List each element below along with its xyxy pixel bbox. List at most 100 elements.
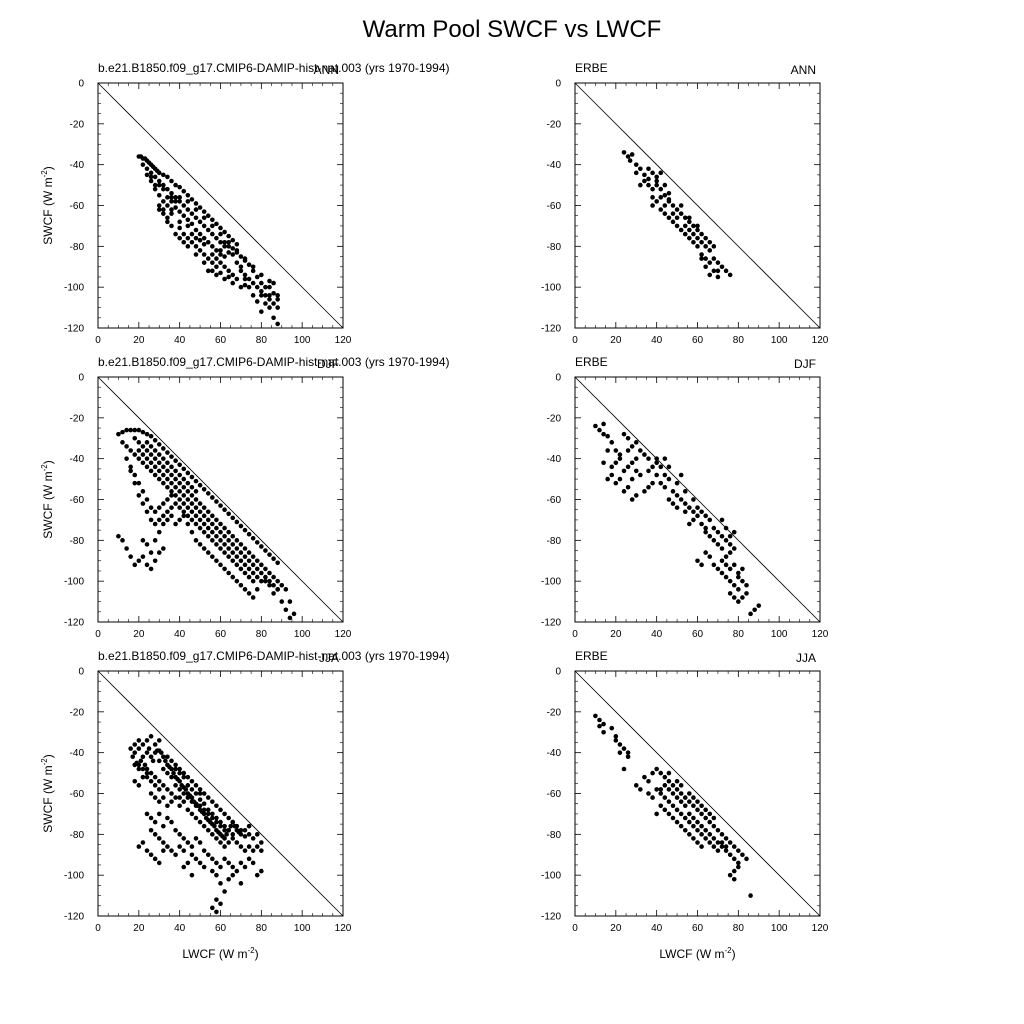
- data-point: [161, 795, 166, 800]
- data-point: [185, 807, 191, 813]
- data-point: [691, 231, 696, 237]
- data-point: [625, 435, 631, 441]
- data-point: [144, 738, 150, 743]
- data-point: [156, 811, 162, 817]
- data-point: [181, 466, 187, 472]
- data-point: [177, 462, 182, 468]
- data-point: [205, 509, 211, 515]
- data-point: [210, 554, 215, 559]
- data-point: [185, 207, 191, 212]
- data-point: [654, 174, 659, 180]
- data-point: [144, 848, 150, 853]
- data-point: [238, 254, 244, 259]
- data-point: [152, 437, 158, 443]
- data-point: [621, 150, 627, 155]
- data-point: [230, 533, 236, 539]
- data-point: [670, 783, 676, 788]
- data-point: [156, 170, 162, 176]
- data-point: [695, 558, 700, 564]
- data-point: [670, 211, 676, 216]
- data-point: [222, 550, 227, 555]
- x-tick-label: 20: [610, 335, 622, 346]
- data-point: [699, 521, 704, 527]
- data-point: [740, 852, 745, 858]
- data-point: [169, 480, 174, 486]
- data-point: [128, 554, 133, 559]
- data-point: [169, 489, 174, 494]
- data-point: [210, 244, 215, 249]
- data-point: [156, 203, 162, 208]
- data-point: [658, 195, 664, 200]
- data-point: [625, 750, 631, 755]
- y-tick-label: -40: [547, 160, 562, 171]
- data-point: [699, 811, 704, 817]
- data-point: [719, 570, 725, 576]
- data-point: [173, 468, 178, 474]
- data-point: [658, 464, 664, 470]
- data-point: [210, 815, 215, 821]
- data-point: [136, 762, 142, 768]
- data-point: [156, 517, 162, 523]
- data-point: [642, 774, 647, 780]
- data-point: [193, 478, 199, 484]
- data-point: [156, 476, 162, 482]
- data-point: [140, 452, 146, 457]
- panel-4: 0 20 40 60 80 100 120 0 -20 -40 -60 -80 -100 -120 ERBE…: [541, 355, 829, 640]
- panel-left-title: b.e21.B1850.f09_g17.CMIP6-DAMIP-hist-nat…: [98, 649, 450, 663]
- data-point: [189, 799, 195, 804]
- data-point: [144, 811, 150, 817]
- data-point: [662, 484, 668, 490]
- data-point: [181, 509, 187, 515]
- data-point: [201, 505, 207, 510]
- data-point: [205, 525, 211, 531]
- panel-season-label: DJF: [794, 357, 816, 371]
- data-point: [173, 852, 178, 858]
- data-point: [246, 558, 252, 564]
- data-point: [658, 186, 664, 192]
- data-point: [169, 472, 174, 478]
- data-point: [723, 836, 729, 841]
- data-point: [193, 489, 199, 494]
- data-point: [197, 860, 203, 866]
- data-point: [613, 480, 619, 486]
- data-point: [736, 599, 741, 604]
- data-point: [654, 199, 659, 204]
- data-point: [161, 513, 166, 519]
- data-point: [128, 464, 133, 470]
- data-point: [283, 607, 289, 613]
- data-point: [711, 562, 717, 568]
- data-point: [666, 811, 672, 817]
- data-point: [621, 489, 627, 494]
- data-point: [152, 742, 158, 747]
- data-point: [678, 799, 684, 804]
- data-point: [678, 783, 684, 788]
- data-point: [230, 819, 236, 825]
- data-point: [185, 521, 191, 527]
- data-point: [254, 274, 260, 280]
- data-point: [271, 280, 276, 286]
- data-point: [674, 493, 680, 498]
- data-point: [128, 427, 133, 433]
- data-point: [238, 558, 244, 564]
- y-axis-label: SWCF (W m-2): [40, 460, 55, 538]
- data-point: [201, 521, 207, 527]
- data-point: [711, 268, 717, 274]
- data-point: [197, 248, 203, 253]
- data-point: [707, 554, 713, 559]
- data-point: [185, 192, 191, 198]
- data-point: [254, 540, 260, 545]
- data-point: [193, 244, 199, 249]
- data-point: [177, 195, 182, 200]
- data-point: [148, 778, 154, 784]
- data-point: [234, 248, 240, 253]
- data-point: [156, 442, 162, 447]
- y-tick-label: -100: [64, 283, 84, 294]
- data-point: [711, 844, 717, 849]
- data-point: [177, 787, 182, 792]
- data-point: [609, 464, 615, 470]
- data-point: [152, 795, 158, 800]
- data-point: [250, 264, 256, 270]
- data-point: [267, 582, 272, 588]
- data-point: [156, 836, 162, 841]
- x-tick-label: 0: [572, 335, 578, 346]
